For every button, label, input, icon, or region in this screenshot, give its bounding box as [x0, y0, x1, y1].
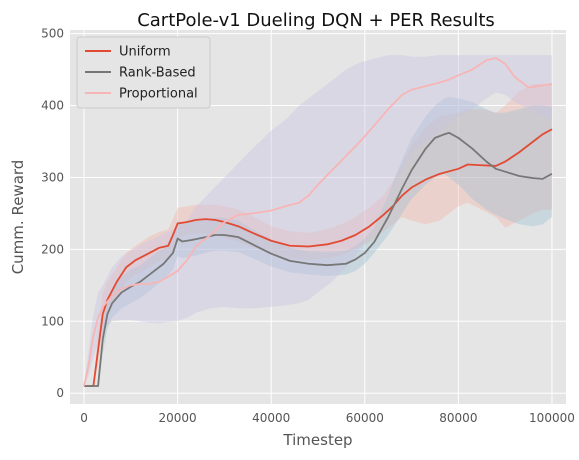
y-tick-label: 200 [41, 242, 64, 256]
grid [70, 30, 566, 404]
x-ticks: 0 20000 40000 60000 80000 100000 [80, 411, 575, 425]
uniform-band [84, 83, 552, 387]
y-tick-label: 100 [41, 314, 64, 328]
confidence-bands [84, 55, 552, 387]
y-ticks: 0 100 200 300 400 500 [41, 27, 64, 401]
proportional-line [83, 57, 553, 387]
x-tick-label: 0 [80, 411, 88, 425]
x-tick-label: 40000 [252, 411, 290, 425]
uniform-line [84, 128, 553, 387]
y-tick-label: 500 [41, 27, 64, 41]
legend-box [76, 36, 211, 109]
y-axis-label: Cumm. Reward [9, 160, 27, 275]
y-tick-label: 400 [41, 99, 64, 113]
x-tick-label: 80000 [439, 411, 477, 425]
y-tick-label: 0 [56, 386, 64, 400]
rank-based-band [84, 96, 552, 387]
y-tick-label: 300 [41, 170, 64, 184]
uniform-legend-label: Uniform [119, 45, 171, 60]
x-tick-label: 60000 [346, 411, 384, 425]
rank-based-legend-label: Rank-Based [119, 66, 196, 81]
x-tick-label: 100000 [529, 411, 575, 425]
chart-title: CartPole-v1 Dueling DQN + PER Results [137, 10, 495, 31]
x-axis-label: Timestep [282, 431, 352, 449]
series-lines [83, 57, 553, 387]
proportional-band [84, 55, 552, 387]
proportional-legend-label: Proportional [119, 87, 198, 102]
x-tick-label: 20000 [159, 411, 197, 425]
legend: Uniform Rank-Based Proportional [76, 36, 211, 109]
